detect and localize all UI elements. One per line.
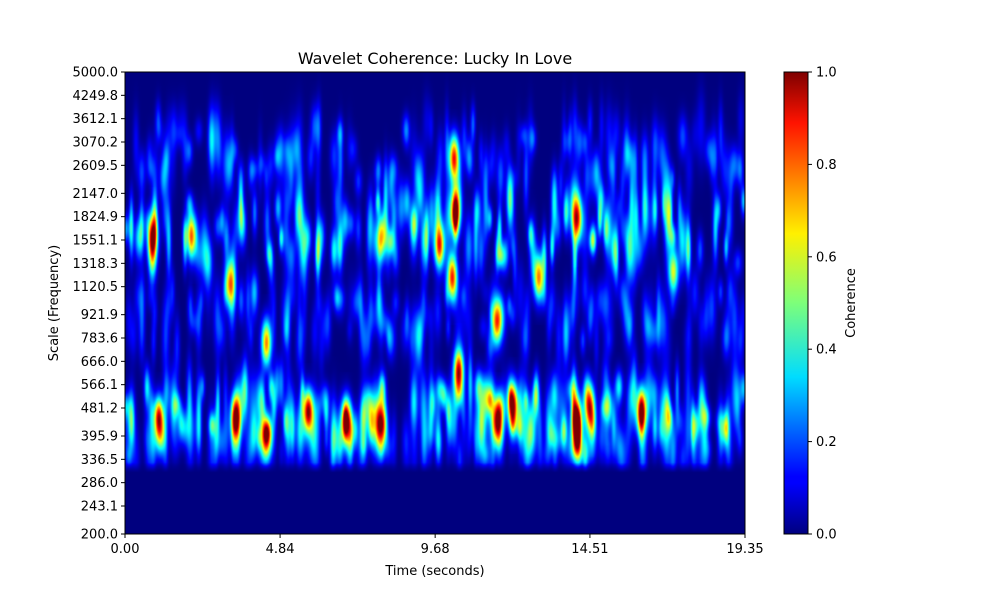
y-tick-label: 783.6	[81, 332, 118, 347]
y-tick-label: 243.1	[81, 499, 118, 514]
x-tick-label: 4.84	[266, 542, 295, 557]
y-tick-label: 4249.8	[73, 89, 119, 104]
colorbar-tick-label: 1.0	[816, 66, 837, 81]
y-tick-label: 3612.1	[73, 112, 119, 127]
y-tick-label: 5000.0	[73, 66, 119, 81]
colorbar	[784, 72, 808, 534]
x-tick-label: 0.00	[111, 542, 140, 557]
y-axis: 200.0 243.1 286.0 336.5 395.9 481.2 566.1 666.0…	[73, 66, 126, 543]
y-tick-label: 2609.5	[73, 159, 119, 174]
y-tick-label: 200.0	[81, 528, 118, 543]
colorbar-ticks: 0.0 0.2 0.4 0.6 0.8 1.0	[808, 66, 837, 543]
y-tick-label: 1120.5	[73, 280, 119, 295]
y-tick-label: 286.0	[81, 476, 118, 491]
colorbar-tick-label: 0.8	[816, 158, 837, 173]
x-tick-label: 9.68	[421, 542, 450, 557]
colorbar-tick-label: 0.2	[816, 435, 837, 450]
y-tick-label: 2147.0	[73, 187, 119, 202]
x-tick-label: 19.35	[726, 542, 763, 557]
y-tick-label: 921.9	[81, 308, 118, 323]
x-axis: 0.00 4.84 9.68 14.51 19.35	[111, 534, 764, 557]
y-tick-label: 1551.1	[73, 233, 119, 248]
colorbar-label: Coherence	[844, 268, 859, 338]
y-tick-label: 566.1	[81, 378, 118, 393]
colorbar-tick-label: 0.4	[816, 343, 837, 358]
y-tick-label: 1824.9	[73, 210, 119, 225]
x-tick-label: 14.51	[571, 542, 608, 557]
colorbar-tick-label: 0.6	[816, 250, 837, 265]
heatmap-plot	[125, 72, 745, 534]
chart-title: Wavelet Coherence: Lucky In Love	[298, 49, 572, 68]
x-axis-label: Time (seconds)	[384, 564, 484, 579]
y-tick-label: 3070.2	[73, 135, 119, 150]
y-tick-label: 666.0	[81, 355, 118, 370]
y-axis-label: Scale (Frequency)	[47, 245, 62, 361]
y-tick-label: 395.9	[81, 429, 118, 444]
colorbar-tick-label: 0.0	[816, 528, 837, 543]
y-tick-label: 1318.3	[73, 257, 119, 272]
y-tick-label: 336.5	[81, 453, 118, 468]
y-tick-label: 481.2	[81, 401, 118, 416]
